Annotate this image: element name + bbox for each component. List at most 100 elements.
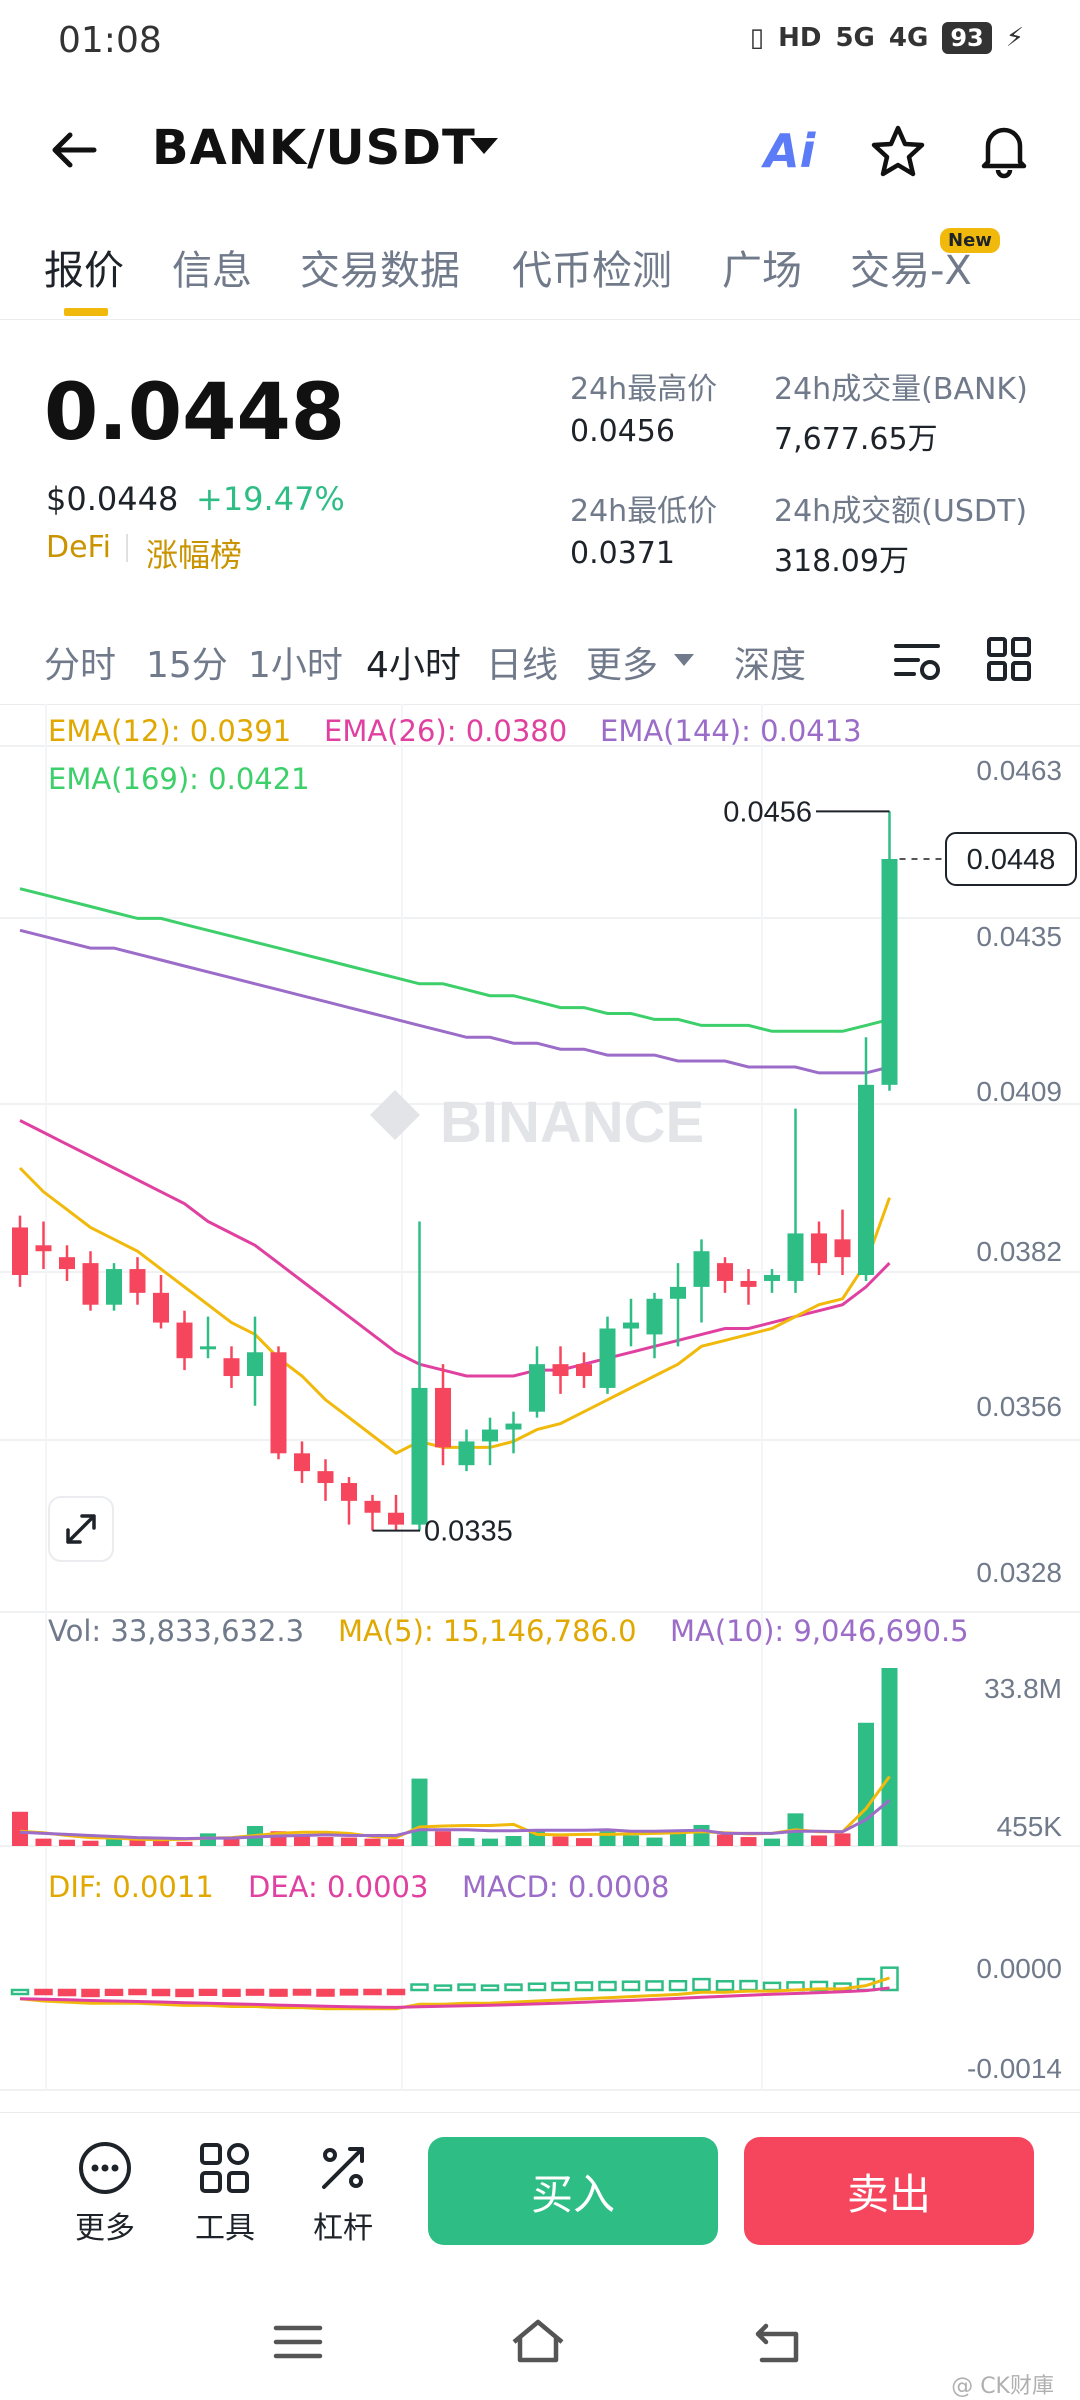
interval-1h[interactable]: 1小时 bbox=[248, 645, 343, 686]
ai-assistant-button[interactable]: Ai bbox=[764, 124, 816, 178]
macd-histogram-bar bbox=[386, 1988, 406, 1996]
leverage-icon bbox=[322, 2147, 364, 2189]
ema144-label: EMA(144): 0.0413 bbox=[600, 714, 862, 748]
macd-histogram-bar bbox=[198, 1988, 218, 1996]
more-caret-icon[interactable] bbox=[674, 654, 694, 666]
usd-price: $0.0448 bbox=[46, 480, 179, 518]
macd-histogram-bar bbox=[504, 1983, 523, 1992]
more-button[interactable]: 更多 bbox=[60, 2139, 150, 2247]
candle-body bbox=[811, 1233, 827, 1264]
candle-body bbox=[12, 1227, 28, 1276]
chart-settings-icon[interactable] bbox=[892, 636, 942, 686]
system-nav-bar: @ CK财庫 bbox=[0, 2290, 1080, 2400]
macd-histogram-bar bbox=[81, 1988, 100, 1998]
candle-body bbox=[176, 1322, 193, 1359]
candle-body bbox=[317, 1471, 334, 1484]
macd-histogram-bar bbox=[34, 1988, 53, 1996]
buy-button[interactable]: 买入 bbox=[428, 2137, 718, 2245]
home-icon[interactable] bbox=[508, 2312, 568, 2372]
volume-bar bbox=[388, 1839, 404, 1846]
tab-trading-data[interactable]: 交易数据 bbox=[300, 248, 460, 294]
more-label: 更多 bbox=[75, 2211, 135, 2246]
interval-depth[interactable]: 深度 bbox=[734, 645, 807, 686]
back-icon[interactable] bbox=[748, 2312, 808, 2372]
notification-bell-icon[interactable] bbox=[972, 118, 1036, 182]
tab-info[interactable]: 信息 bbox=[172, 248, 252, 294]
tab-token-check[interactable]: 代币检测 bbox=[512, 248, 672, 294]
candle-body bbox=[764, 1275, 780, 1281]
pair-selector[interactable]: BANK/USDT bbox=[152, 120, 476, 176]
charging-icon: ⚡ bbox=[1005, 23, 1024, 53]
volume-bar bbox=[153, 1840, 169, 1846]
volume-bar bbox=[858, 1722, 874, 1846]
candle-body bbox=[576, 1364, 592, 1377]
volume-bar bbox=[834, 1833, 851, 1846]
tab-quote[interactable]: 报价 bbox=[44, 248, 124, 294]
macd-histogram-bar bbox=[621, 1980, 641, 1992]
high-label: 24h最高价 bbox=[570, 372, 718, 407]
leverage-button[interactable]: 杠杆 bbox=[298, 2139, 388, 2247]
more-dots-icon bbox=[79, 2142, 131, 2194]
macd-histogram-bar bbox=[57, 1988, 77, 1997]
ema26-line bbox=[19, 1119, 891, 1378]
volume-bar bbox=[670, 1830, 686, 1846]
candle-body bbox=[223, 1358, 240, 1377]
macd-histogram-bar bbox=[10, 1988, 30, 1996]
volume-label: Vol: 33,833,632.3 bbox=[48, 1614, 305, 1648]
ema12-line bbox=[18, 1166, 891, 1456]
macd-histogram-bar bbox=[316, 1988, 335, 1997]
ema12-label: EMA(12): 0.0391 bbox=[48, 714, 292, 748]
volume-bar bbox=[623, 1835, 639, 1846]
tab-square[interactable]: 广场 bbox=[722, 248, 802, 294]
interval-1d[interactable]: 日线 bbox=[486, 645, 559, 686]
fullscreen-expand-icon[interactable] bbox=[48, 1496, 114, 1562]
sell-button[interactable]: 卖出 bbox=[744, 2137, 1034, 2245]
volume-bar bbox=[458, 1838, 475, 1846]
macd-histogram-bar bbox=[433, 1984, 453, 1992]
macd-histogram-bar bbox=[104, 1988, 124, 1997]
macd-histogram-bar bbox=[363, 1988, 382, 1996]
tools-button[interactable]: 工具 bbox=[180, 2139, 270, 2247]
menu-icon[interactable] bbox=[268, 2312, 328, 2372]
current-price-box bbox=[945, 831, 1077, 886]
caret-down-icon[interactable] bbox=[470, 138, 498, 154]
macd-axis-tick: 0.0000 bbox=[976, 1953, 1062, 1984]
candle-body bbox=[599, 1328, 616, 1388]
sector-tag[interactable]: DeFi bbox=[46, 530, 111, 565]
current-price-label: 0.0448 bbox=[967, 844, 1056, 876]
macd-histogram-bar bbox=[269, 1988, 288, 1997]
volume-bar bbox=[59, 1839, 75, 1846]
volume-bar bbox=[505, 1835, 522, 1846]
vibrate-icon: ▯ bbox=[749, 23, 765, 53]
status-icons: ▯ HD 5G 4G 93 ⚡ bbox=[750, 22, 1024, 54]
favorite-star-icon[interactable] bbox=[868, 122, 928, 182]
kline-chart[interactable]: BINANCE 0.0463 0.0435 0.0409 0.0382 0.0356 0.… bbox=[0, 704, 1080, 2104]
interval-timeline[interactable]: 分时 bbox=[44, 645, 117, 686]
candle-body bbox=[458, 1441, 475, 1466]
price-axis-tick: 0.0463 bbox=[976, 755, 1062, 786]
ema169-line bbox=[19, 887, 890, 1033]
candle-body bbox=[717, 1263, 733, 1281]
gainers-tag[interactable]: 涨幅榜 bbox=[146, 536, 243, 574]
binance-logo-icon bbox=[370, 1090, 420, 1140]
volume-bar bbox=[881, 1668, 898, 1846]
candle-body bbox=[59, 1257, 75, 1270]
volume-bar bbox=[646, 1837, 663, 1846]
interval-more[interactable]: 更多 bbox=[586, 645, 659, 686]
vol-ma10-line bbox=[19, 1799, 891, 1841]
macd-histogram-bar bbox=[668, 1979, 688, 1992]
bottom-action-bar: 更多 工具 杠杆 买入 卖出 bbox=[0, 2112, 1080, 2282]
low-value: 0.0371 bbox=[570, 536, 675, 571]
interval-15m[interactable]: 15分 bbox=[146, 645, 228, 686]
candle-body bbox=[388, 1512, 404, 1525]
author-watermark: @ CK财庫 bbox=[951, 2374, 1054, 2399]
tab-trade-x[interactable]: 交易-X bbox=[850, 248, 972, 294]
macd-histogram-bar bbox=[245, 1988, 265, 1996]
interval-4h[interactable]: 4小时 bbox=[366, 645, 461, 686]
layout-grid-icon[interactable] bbox=[986, 636, 1032, 682]
candle-body bbox=[505, 1423, 522, 1430]
price-axis-tick: 0.0328 bbox=[976, 1557, 1062, 1588]
back-arrow-icon[interactable] bbox=[44, 120, 104, 180]
divider bbox=[0, 704, 1080, 705]
candle-body bbox=[270, 1352, 287, 1454]
